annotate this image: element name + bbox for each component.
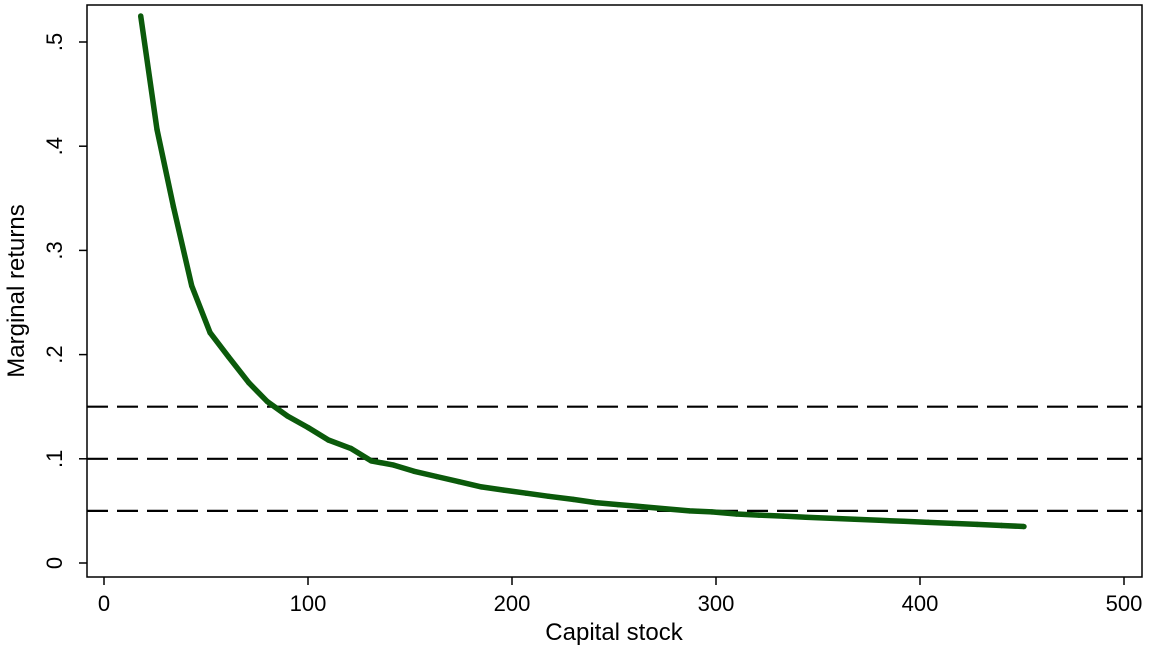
series-line-0	[137, 15, 1025, 530]
x-tick-label-1: 100	[290, 591, 327, 616]
series-point-0-1	[154, 126, 160, 133]
series-point-0-27	[709, 509, 715, 515]
series-point-0-10	[325, 437, 332, 443]
series-point-0-29	[756, 512, 762, 518]
series-point-0-2	[170, 203, 177, 210]
x-tick-label-3: 300	[698, 591, 735, 616]
series-point-0-20	[546, 493, 552, 500]
y-tick-label-1: .1	[42, 450, 67, 468]
series-point-0-7	[264, 398, 270, 405]
series-point-0-36	[925, 519, 931, 526]
y-axis-title: Marginal returns	[3, 204, 30, 377]
series-point-0-37	[949, 520, 956, 527]
series-point-0-21	[570, 496, 576, 503]
series-point-0-4	[207, 330, 213, 336]
series-point-0-5	[225, 353, 232, 360]
series-point-0-39	[998, 522, 1005, 529]
series-point-0-32	[827, 515, 833, 521]
series-point-0-6	[246, 380, 252, 386]
series-point-0-24	[639, 504, 646, 510]
series-point-0-35	[900, 518, 907, 525]
y-tick-label-0: 0	[42, 557, 67, 569]
series-point-0-17	[478, 484, 485, 490]
x-axis-title: Capital stock	[545, 619, 683, 645]
series-point-0-13	[390, 462, 397, 468]
series-point-0-28	[733, 511, 740, 517]
series-point-0-8	[284, 413, 291, 419]
series-point-0-15	[433, 473, 440, 480]
series-point-0-9	[305, 424, 311, 431]
series-point-0-12	[368, 458, 374, 464]
x-tick-label-2: 200	[494, 591, 531, 616]
x-tick-label-4: 400	[902, 591, 939, 616]
plot-frame	[86, 4, 1143, 578]
series-point-0-16	[456, 479, 462, 485]
series-point-0-14	[411, 468, 417, 475]
y-tick-label-5: .5	[42, 33, 67, 51]
series-point-0-34	[876, 517, 882, 523]
series-point-0-38	[974, 521, 980, 528]
series-point-0-23	[615, 501, 621, 508]
y-tick-label-4: .4	[42, 137, 67, 155]
series-point-0-25	[662, 506, 668, 512]
series-point-0-33	[852, 516, 858, 522]
y-tick-label-3: .3	[42, 241, 67, 259]
series-point-0-3	[189, 283, 195, 289]
series-point-0-18	[501, 487, 507, 493]
y-tick-label-2: .2	[42, 345, 67, 363]
series-point-0-22	[592, 499, 599, 506]
series-point-0-30	[780, 513, 787, 519]
series-point-0-11	[348, 445, 354, 452]
series-point-0-40	[1021, 523, 1027, 530]
series-point-0-0	[138, 13, 144, 19]
x-tick-label-5: 500	[1106, 591, 1143, 616]
series-point-0-31	[803, 514, 809, 520]
series-point-0-19	[523, 490, 529, 496]
x-tick-label-0: 0	[98, 591, 110, 616]
series-point-0-26	[686, 508, 693, 514]
